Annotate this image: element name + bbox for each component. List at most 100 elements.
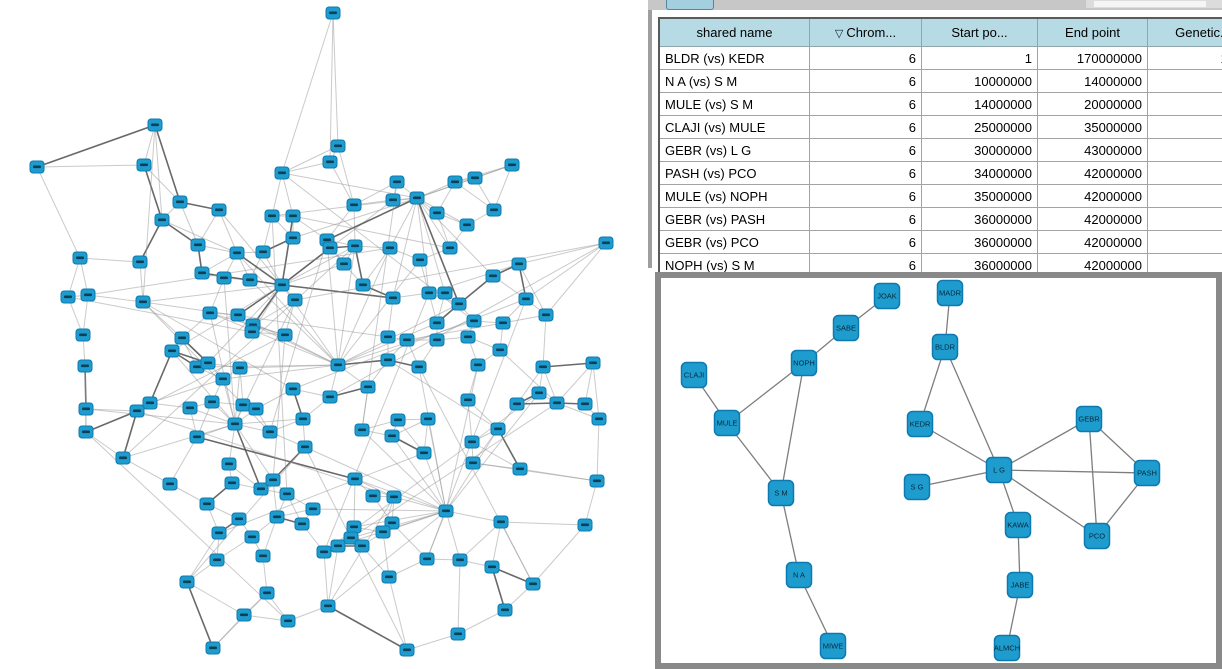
network-node[interactable] [450, 627, 466, 641]
network-node[interactable] [598, 236, 614, 250]
column-header-4[interactable]: Genetic... [1147, 17, 1222, 47]
table-row[interactable]: MULE (vs) NOPH6350000004200000010.5 [658, 184, 1222, 208]
network-node[interactable] [172, 195, 188, 209]
cropped-tab-fragment[interactable] [666, 0, 714, 10]
network-node[interactable] [504, 158, 520, 172]
network-node[interactable] [442, 241, 458, 255]
network-node[interactable] [495, 316, 511, 330]
scrollbar-thumb[interactable] [1094, 1, 1206, 7]
network-node[interactable] [142, 396, 158, 410]
network-node[interactable] [285, 382, 301, 396]
sub-network-canvas-area[interactable]: JOAK SABE NOPH CLAJI MULE S M N A MIWE MADR BLDR K… [661, 278, 1216, 663]
network-node[interactable] [451, 297, 467, 311]
network-node[interactable] [205, 641, 221, 655]
network-node[interactable] [322, 390, 338, 404]
network-node[interactable] [538, 308, 554, 322]
network-node[interactable] [132, 255, 148, 269]
network-node[interactable] [330, 139, 346, 153]
network-node[interactable] [236, 608, 252, 622]
network-node[interactable] [200, 356, 216, 370]
network-node[interactable] [204, 395, 220, 409]
network-node[interactable] [385, 291, 401, 305]
network-node[interactable] [253, 482, 269, 496]
network-node[interactable] [525, 577, 541, 591]
network-node[interactable] [347, 472, 363, 486]
network-node[interactable] [229, 246, 245, 260]
network-node[interactable] [232, 361, 248, 375]
network-node[interactable] [221, 457, 237, 471]
network-node[interactable] [129, 404, 145, 418]
column-header-3[interactable]: End point [1037, 17, 1148, 47]
network-node[interactable] [75, 328, 91, 342]
network-node[interactable] [412, 253, 428, 267]
network-node-l-g[interactable]: L G [985, 456, 1013, 484]
network-node[interactable] [389, 175, 405, 189]
network-node[interactable] [242, 273, 258, 287]
network-node[interactable] [325, 6, 341, 20]
network-node[interactable] [264, 209, 280, 223]
network-node-noph[interactable]: NOPH [790, 349, 818, 377]
network-node[interactable] [429, 316, 445, 330]
network-node[interactable] [354, 539, 370, 553]
network-node[interactable] [360, 380, 376, 394]
network-node[interactable] [209, 553, 225, 567]
network-node[interactable] [347, 239, 363, 253]
column-header-1[interactable]: ▽ Chrom... [809, 17, 922, 47]
network-node[interactable] [224, 476, 240, 490]
network-node[interactable] [60, 290, 76, 304]
table-row[interactable]: N A (vs) S M610000000140000006.6 [658, 69, 1222, 93]
network-node[interactable] [336, 257, 352, 271]
network-node[interactable] [255, 245, 271, 259]
table-row[interactable]: BLDR (vs) KEDR61170000000192.0 [658, 46, 1222, 70]
network-node-miwe[interactable]: MIWE [819, 632, 847, 660]
network-node[interactable] [248, 402, 264, 416]
network-node[interactable] [277, 328, 293, 342]
network-node[interactable] [380, 353, 396, 367]
sub-network-canvas[interactable]: JOAK SABE NOPH CLAJI MULE S M N A MIWE MADR BLDR K… [661, 278, 1216, 663]
table-row[interactable]: CLAJI (vs) MULE625000000350000005.9 [658, 115, 1222, 139]
network-node[interactable] [211, 526, 227, 540]
network-node[interactable] [265, 473, 281, 487]
network-node[interactable] [320, 599, 336, 613]
network-node[interactable] [484, 560, 500, 574]
network-node[interactable] [244, 325, 260, 339]
network-node[interactable] [438, 504, 454, 518]
network-node[interactable] [262, 425, 278, 439]
table-row[interactable]: PASH (vs) PCO6340000004200000011.4 [658, 161, 1222, 185]
large-network-panel[interactable] [0, 0, 648, 669]
network-node[interactable] [274, 278, 290, 292]
network-node[interactable] [211, 203, 227, 217]
network-node-mule[interactable]: MULE [713, 409, 741, 437]
network-node[interactable] [589, 474, 605, 488]
network-node[interactable] [135, 295, 151, 309]
network-node[interactable] [419, 552, 435, 566]
network-node-sabe[interactable]: SABE [832, 314, 860, 342]
network-node[interactable] [485, 269, 501, 283]
network-node[interactable] [355, 278, 371, 292]
network-node-madr[interactable]: MADR [936, 279, 964, 307]
network-node[interactable] [72, 251, 88, 265]
network-node[interactable] [385, 193, 401, 207]
network-node[interactable] [230, 308, 246, 322]
network-node-bldr[interactable]: BLDR [931, 333, 959, 361]
network-node[interactable] [162, 477, 178, 491]
network-node[interactable] [535, 360, 551, 374]
network-node[interactable] [416, 446, 432, 460]
network-node-almch[interactable]: ALMCH [993, 634, 1021, 662]
network-node[interactable] [216, 271, 232, 285]
network-node[interactable] [386, 490, 402, 504]
network-node[interactable] [399, 333, 415, 347]
network-node[interactable] [322, 241, 338, 255]
network-node[interactable] [235, 398, 251, 412]
network-node[interactable] [380, 330, 396, 344]
network-node[interactable] [585, 356, 601, 370]
network-node[interactable] [174, 331, 190, 345]
network-node[interactable] [492, 343, 508, 357]
network-node[interactable] [274, 166, 290, 180]
network-node[interactable] [147, 118, 163, 132]
network-node[interactable] [465, 456, 481, 470]
network-node[interactable] [287, 293, 303, 307]
table-row[interactable]: GEBR (vs) PCO636000000420000008.4 [658, 230, 1222, 254]
network-node[interactable] [215, 372, 231, 386]
network-node[interactable] [390, 413, 406, 427]
